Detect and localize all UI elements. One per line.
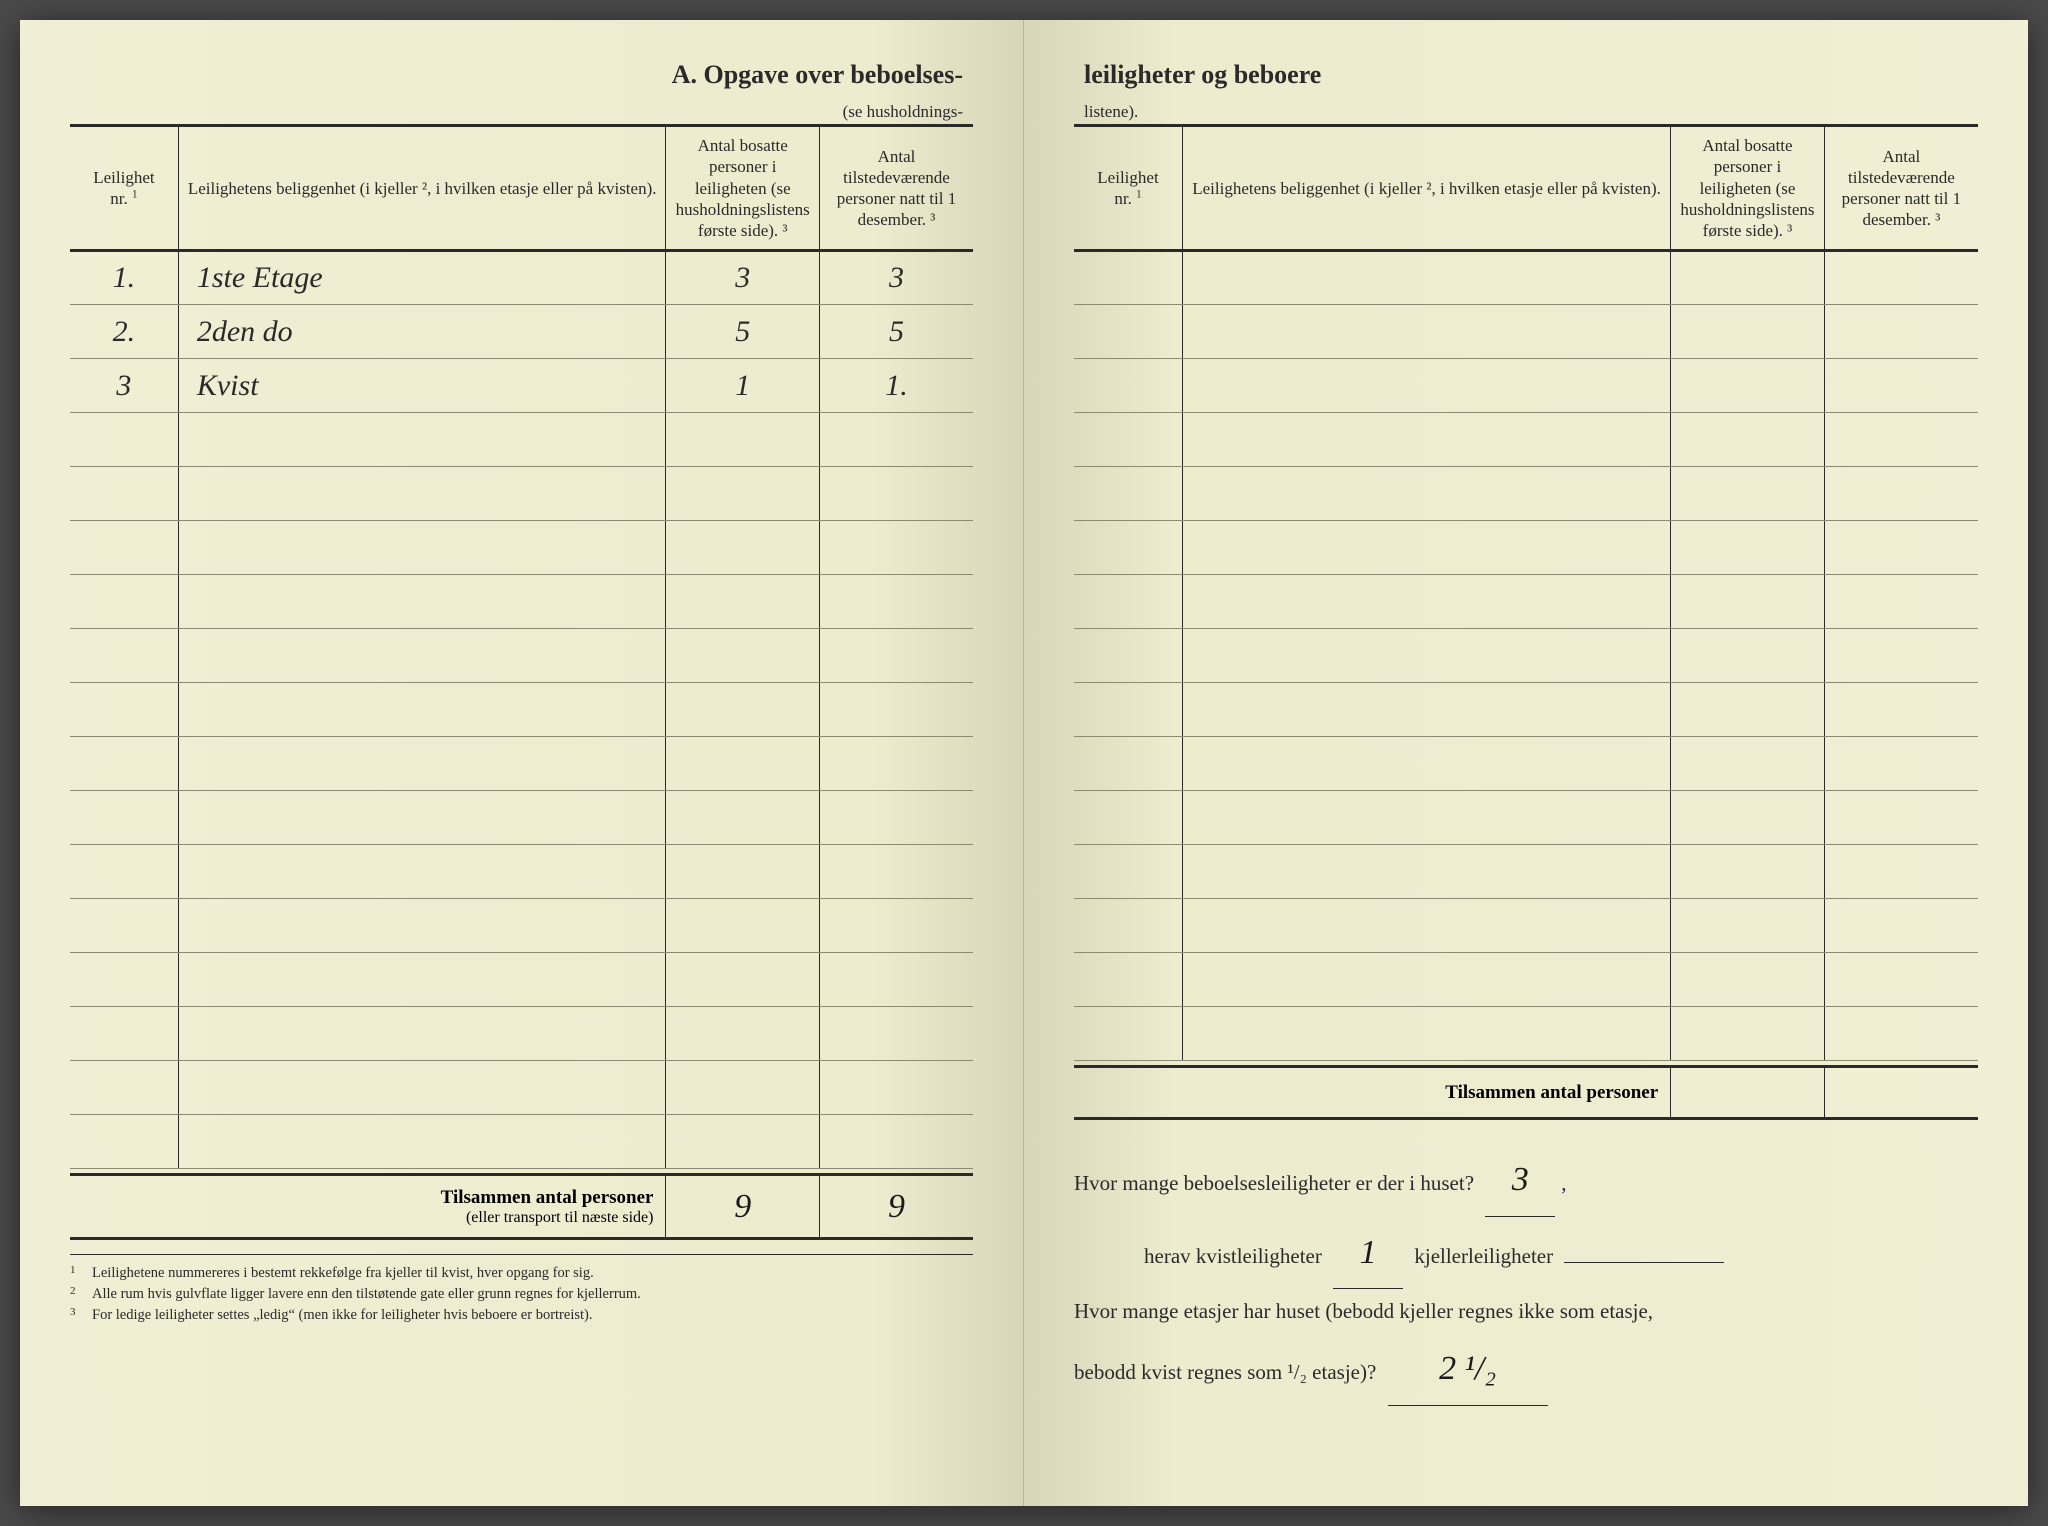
right-totals-p1 bbox=[1671, 1067, 1825, 1119]
col-header-nr: Leilighetnr. 1 bbox=[1074, 126, 1182, 251]
footnote-2: Alle rum hvis gulvflate ligger lavere en… bbox=[92, 1284, 641, 1305]
questions-block: Hvor mange beboelsesleiligheter er der i… bbox=[1074, 1144, 1978, 1405]
table-row bbox=[1074, 467, 1978, 521]
table-row bbox=[1074, 359, 1978, 413]
table-row bbox=[70, 521, 973, 575]
table-row bbox=[1074, 899, 1978, 953]
totals-label: Tilsammen antal personer bbox=[441, 1187, 654, 1208]
table-row bbox=[70, 791, 973, 845]
col-header-p2: Antal tilstedeværende personer natt til … bbox=[1824, 126, 1978, 251]
table-row bbox=[70, 629, 973, 683]
cell-p2: 3 bbox=[819, 251, 973, 305]
left-page: A. Opgave over beboelses- (se husholdnin… bbox=[20, 20, 1024, 1506]
q3-text: bebodd kvist regnes som ¹/₂ etasje)? bbox=[1074, 1360, 1376, 1384]
cell-p1: 3 bbox=[666, 251, 820, 305]
col-header-p1: Antal bosatte personer i leiligheten (se… bbox=[666, 126, 820, 251]
table-row bbox=[1074, 305, 1978, 359]
table-row bbox=[1074, 251, 1978, 305]
footnotes: 1Leilighetene nummereres i bestemt rekke… bbox=[70, 1254, 973, 1326]
table-row bbox=[70, 845, 973, 899]
cell-nr: 2. bbox=[70, 305, 178, 359]
cell-p1: 5 bbox=[666, 305, 820, 359]
totals-p2: 9 bbox=[819, 1175, 973, 1239]
q2-text-b: kjellerleiligheter bbox=[1414, 1244, 1553, 1268]
table-row bbox=[1074, 1007, 1978, 1061]
table-row bbox=[70, 1007, 973, 1061]
table-row bbox=[1074, 791, 1978, 845]
cell-p2: 5 bbox=[819, 305, 973, 359]
right-totals-p2 bbox=[1824, 1067, 1978, 1119]
right-table-body bbox=[1074, 251, 1978, 1061]
col-header-nr: Leilighetnr. 1 bbox=[70, 126, 178, 251]
cell-loc: Kvist bbox=[178, 359, 666, 413]
table-row bbox=[1074, 521, 1978, 575]
table-row bbox=[1074, 845, 1978, 899]
cell-nr: 3 bbox=[70, 359, 178, 413]
table-row bbox=[70, 953, 973, 1007]
table-row: 1. 1ste Etage 3 3 bbox=[70, 251, 973, 305]
question-1: Hvor mange beboelsesleiligheter er der i… bbox=[1074, 1144, 1978, 1216]
right-subtitle: listene). bbox=[1074, 102, 1978, 124]
table-row: 2. 2den do 5 5 bbox=[70, 305, 973, 359]
cell-p2: 1. bbox=[819, 359, 973, 413]
col-header-loc: Leilighetens beliggenhet (i kjeller ², i… bbox=[178, 126, 666, 251]
table-row bbox=[70, 575, 973, 629]
right-page: leiligheter og beboere listene). Leiligh… bbox=[1024, 20, 2028, 1506]
table-row bbox=[1074, 683, 1978, 737]
right-table: Leilighetnr. 1 Leilighetens beliggenhet … bbox=[1074, 124, 1978, 1061]
table-row bbox=[1074, 629, 1978, 683]
totals-label-cell: Tilsammen antal personer (eller transpor… bbox=[70, 1175, 666, 1239]
table-row bbox=[1074, 737, 1978, 791]
left-table: Leilighetnr. 1 Leilighetens beliggenhet … bbox=[70, 124, 973, 1169]
table-row bbox=[70, 1115, 973, 1169]
question-2: herav kvistleiligheter 1 kjellerleilighe… bbox=[1074, 1217, 1978, 1289]
cell-loc: 1ste Etage bbox=[178, 251, 666, 305]
table-row bbox=[70, 683, 973, 737]
footnote-3: For ledige leiligheter settes „ledig“ (m… bbox=[92, 1305, 592, 1326]
cell-p1: 1 bbox=[666, 359, 820, 413]
footnote-1: Leilighetene nummereres i bestemt rekkef… bbox=[92, 1263, 594, 1284]
left-subtitle: (se husholdnings- bbox=[70, 102, 973, 124]
table-row bbox=[1074, 953, 1978, 1007]
table-row bbox=[70, 899, 973, 953]
col-header-loc: Leilighetens beliggenhet (i kjeller ², i… bbox=[1182, 126, 1670, 251]
question-3-line1: Hvor mange etasjer har huset (bebodd kje… bbox=[1074, 1289, 1978, 1333]
cell-nr: 1. bbox=[70, 251, 178, 305]
document-spread: A. Opgave over beboelses- (se husholdnin… bbox=[20, 20, 2028, 1506]
q2-value-a: 1 bbox=[1333, 1217, 1403, 1289]
totals-p1: 9 bbox=[666, 1175, 820, 1239]
col-header-p2: Antal tilstedeværende personer natt til … bbox=[819, 126, 973, 251]
table-row bbox=[1074, 413, 1978, 467]
left-totals: Tilsammen antal personer (eller transpor… bbox=[70, 1173, 973, 1240]
right-totals-label: Tilsammen antal personer bbox=[1074, 1067, 1671, 1119]
q2-value-b bbox=[1564, 1262, 1724, 1263]
table-row bbox=[70, 413, 973, 467]
right-title: leiligheter og beboere bbox=[1084, 60, 1321, 90]
q1-value: 3 bbox=[1485, 1144, 1555, 1216]
left-table-body: 1. 1ste Etage 3 3 2. 2den do 5 5 3 Kvist… bbox=[70, 251, 973, 1169]
cell-loc: 2den do bbox=[178, 305, 666, 359]
table-row: 3 Kvist 1 1. bbox=[70, 359, 973, 413]
q1-text: Hvor mange beboelsesleiligheter er der i… bbox=[1074, 1171, 1474, 1195]
left-title: A. Opgave over beboelses- bbox=[672, 60, 963, 90]
question-3-line2: bebodd kvist regnes som ¹/₂ etasje)? 2 ¹… bbox=[1074, 1333, 1978, 1405]
totals-sublabel: (eller transport til næste side) bbox=[70, 1209, 653, 1227]
table-row bbox=[70, 1061, 973, 1115]
table-row bbox=[70, 737, 973, 791]
q3-value: 2 ¹/₂ bbox=[1388, 1333, 1548, 1405]
table-row bbox=[70, 467, 973, 521]
col-header-p1: Antal bosatte personer i leiligheten (se… bbox=[1671, 126, 1825, 251]
q2-text-a: herav kvistleiligheter bbox=[1144, 1244, 1322, 1268]
table-row bbox=[1074, 575, 1978, 629]
right-totals: Tilsammen antal personer bbox=[1074, 1065, 1978, 1120]
